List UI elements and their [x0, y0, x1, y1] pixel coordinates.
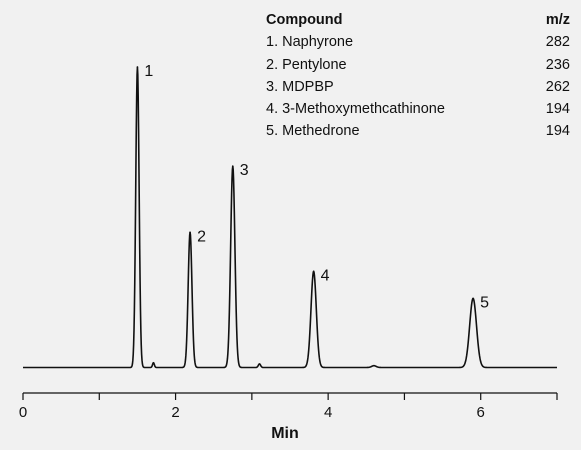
peak-label: 1: [144, 63, 153, 80]
legend-item: 2. Pentylone 236: [266, 54, 570, 76]
legend-item-name: 2. Pentylone: [266, 56, 347, 73]
peak-apex: [312, 270, 315, 273]
legend-item-mz: 282: [545, 34, 570, 51]
peak-apex: [136, 66, 139, 68]
legend-header: Compound m/z: [266, 9, 570, 31]
legend-header-mz: m/z: [545, 12, 570, 28]
legend-item: 1. Naphyrone 282: [266, 31, 570, 53]
legend-item: 3. MDPBP 262: [266, 76, 570, 98]
peak-apex: [472, 297, 474, 300]
x-axis-title: Min: [271, 425, 299, 442]
peak-label: 2: [197, 228, 206, 245]
legend-item-mz: 194: [545, 123, 570, 140]
peak-label: 5: [480, 294, 489, 311]
peak-apex: [231, 165, 234, 167]
legend-item-name: 5. Methedrone: [266, 123, 360, 140]
compound-legend: Compound m/z 1. Naphyrone 282 2. Pentylo…: [266, 9, 570, 143]
legend-item-mz: 236: [545, 56, 570, 73]
legend-item-name: 3. MDPBP: [266, 78, 334, 95]
chromatogram-trace: [22, 66, 558, 369]
legend-item-name: 4. 3-Methoxymethcathinone: [266, 101, 445, 118]
x-tick-label: 6: [477, 404, 485, 421]
legend-item: 4. 3-Methoxymethcathinone 194: [266, 98, 570, 120]
legend-item-mz: 194: [545, 101, 570, 118]
peak-label: 4: [321, 267, 330, 284]
legend-item-name: 1. Naphyrone: [266, 34, 354, 51]
x-tick-label: 0: [19, 404, 27, 421]
peak-apex: [189, 231, 191, 234]
peak-label: 3: [240, 162, 249, 179]
legend-item: 5. Methedrone 194: [266, 120, 570, 142]
x-tick-label: 4: [324, 404, 332, 421]
legend-header-compound: Compound: [266, 12, 343, 28]
legend-item-mz: 262: [545, 78, 570, 95]
x-tick-label: 2: [171, 404, 179, 421]
